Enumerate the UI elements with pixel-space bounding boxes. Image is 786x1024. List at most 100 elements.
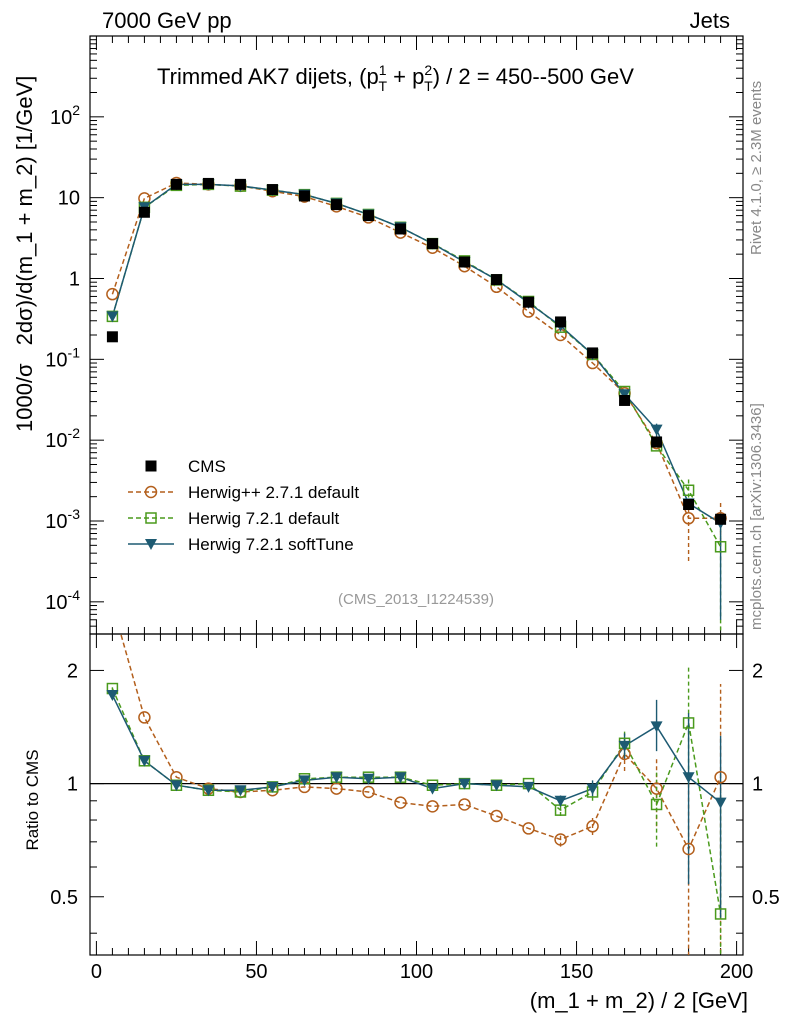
- data-point: [170, 178, 182, 190]
- data-point: [714, 541, 727, 553]
- ratio-data-point: [650, 798, 663, 811]
- ratio-y-tick-label-right: 1: [752, 774, 763, 796]
- data-point: [106, 287, 119, 301]
- ratio-data-point: [107, 599, 118, 610]
- legend-marker: [145, 539, 157, 550]
- legend-marker: [145, 460, 157, 472]
- ratio-tick-labels: 0.5 0.5 1 1 2 2 0 50 100 150 200: [50, 660, 780, 983]
- data-point: [106, 311, 119, 323]
- data-point: [459, 256, 471, 268]
- data-point: [427, 238, 439, 250]
- ratio-data-point: [714, 797, 727, 809]
- main-panel: 10-4 10-3 10-2 10-1 1 10 102 Trimmed AK7 dijet…: [12, 35, 744, 635]
- legend: CMS Herwig++ 2.7.1 default Herwig 7.2.1 de…: [128, 457, 359, 554]
- ratio-y-tick-label: 2: [67, 660, 78, 682]
- ratio-data-point: [682, 842, 695, 856]
- ratio-data-point: [650, 721, 663, 733]
- ratio-y-tick-label-right: 0.5: [752, 887, 780, 909]
- y-tick-label: 10: [58, 188, 80, 210]
- main-y-axis-label: 1000/σ2dσ)/d(m_1 + m_2) [1/GeV]: [12, 76, 37, 432]
- ratio-y-axis-label: Ratio to CMS: [23, 749, 42, 850]
- ratio-data-point: [426, 800, 439, 813]
- ratio-data-point: [682, 717, 695, 729]
- ratio-data-point: [458, 798, 471, 811]
- ratio-data-point: [618, 740, 631, 752]
- ratio-y-tick-label: 0.5: [50, 887, 78, 909]
- data-point: [362, 210, 374, 222]
- x-axis-label: (m_1 + m_2) / 2 [GeV]: [530, 988, 748, 1013]
- data-point: [587, 347, 599, 359]
- ratio-data-point: [394, 796, 407, 809]
- header-category: Jets: [690, 8, 730, 33]
- main-axis-ticks: [90, 36, 743, 635]
- ratio-data-point: [170, 780, 183, 792]
- x-tick-label: 100: [400, 961, 433, 983]
- ratio-data-point: [106, 690, 119, 702]
- ratio-y-tick-label-right: 2: [752, 660, 763, 682]
- ratio-y-tick-label: 1: [67, 774, 78, 796]
- legend-label: Herwig 7.2.1 softTune: [188, 535, 354, 554]
- ratio-data-point: [586, 820, 599, 833]
- ratio-panel: 0.5 0.5 1 1 2 2 0 50 100 150 200 Ratio to CMS (m_1…: [23, 599, 780, 1013]
- ratio-data-point: [426, 783, 439, 795]
- data-point: [651, 436, 663, 448]
- ratio-data-point: [330, 772, 343, 784]
- y-tick-label: 1: [69, 268, 80, 290]
- legend-marker: [145, 512, 157, 524]
- ratio-data-point: [362, 785, 375, 799]
- ratio-data-point: [202, 785, 215, 797]
- main-series-group: [106, 176, 727, 634]
- data-point: [683, 499, 695, 511]
- data-point: [202, 177, 214, 189]
- data-point: [138, 206, 150, 218]
- legend-label: CMS: [188, 457, 226, 476]
- data-point: [619, 394, 631, 406]
- ratio-data-point: [650, 782, 663, 795]
- mcplots-label: mcplots.cern.ch [arXiv:1306.3436]: [748, 403, 765, 630]
- y-tick-label: 10-3: [45, 506, 80, 533]
- ratio-data-point: [362, 773, 375, 785]
- data-point: [266, 184, 278, 196]
- x-tick-label: 0: [91, 961, 102, 983]
- x-tick-label: 50: [245, 961, 267, 983]
- main-tick-labels: 10-4 10-3 10-2 10-1 1 10 102: [45, 102, 80, 614]
- ratio-data-point: [554, 833, 567, 846]
- ratio-series-group: [106, 599, 727, 955]
- data-point: [394, 223, 406, 235]
- data-point: [330, 199, 342, 211]
- chart-title: Trimmed AK7 dijets, (p1 T + p2 T) / 2 = 45…: [157, 62, 634, 94]
- data-point: [715, 513, 727, 525]
- x-tick-label: 150: [560, 961, 593, 983]
- data-point: [106, 331, 118, 343]
- legend-label: Herwig 7.2.1 default: [188, 509, 339, 528]
- data-point: [298, 190, 310, 202]
- data-point: [234, 178, 246, 190]
- ratio-data-point: [554, 795, 567, 807]
- analysis-id: (CMS_2013_I1224539): [338, 591, 494, 608]
- y-tick-label: 10-1: [45, 344, 80, 371]
- data-point: [555, 316, 567, 328]
- ratio-data-point: [586, 783, 599, 795]
- ratio-data-point: [458, 778, 471, 790]
- ratio-data-point: [490, 809, 503, 823]
- ratio-data-point: [394, 772, 407, 784]
- ratio-data-point: [682, 772, 695, 784]
- ratio-data-point: [266, 781, 279, 793]
- ratio-data-point: [298, 775, 311, 787]
- ratio-axis-ticks: [90, 634, 743, 955]
- ratio-data-point: [522, 822, 535, 835]
- legend-marker: [144, 485, 158, 499]
- legend-label: Herwig++ 2.7.1 default: [188, 483, 359, 502]
- data-point: [618, 389, 631, 401]
- ratio-data-point: [490, 780, 503, 792]
- y-tick-label: 10-2: [45, 425, 80, 452]
- rivet-version-label: Rivet 4.1.0, ≥ 2.3M events: [748, 81, 765, 255]
- series-line: [111, 182, 721, 520]
- y-tick-label: 10-4: [45, 587, 80, 614]
- ratio-data-point: [234, 785, 247, 797]
- data-point: [523, 296, 535, 308]
- data-point: [650, 424, 663, 436]
- ratio-data-point: [522, 781, 535, 793]
- ratio-data-point: [138, 711, 151, 724]
